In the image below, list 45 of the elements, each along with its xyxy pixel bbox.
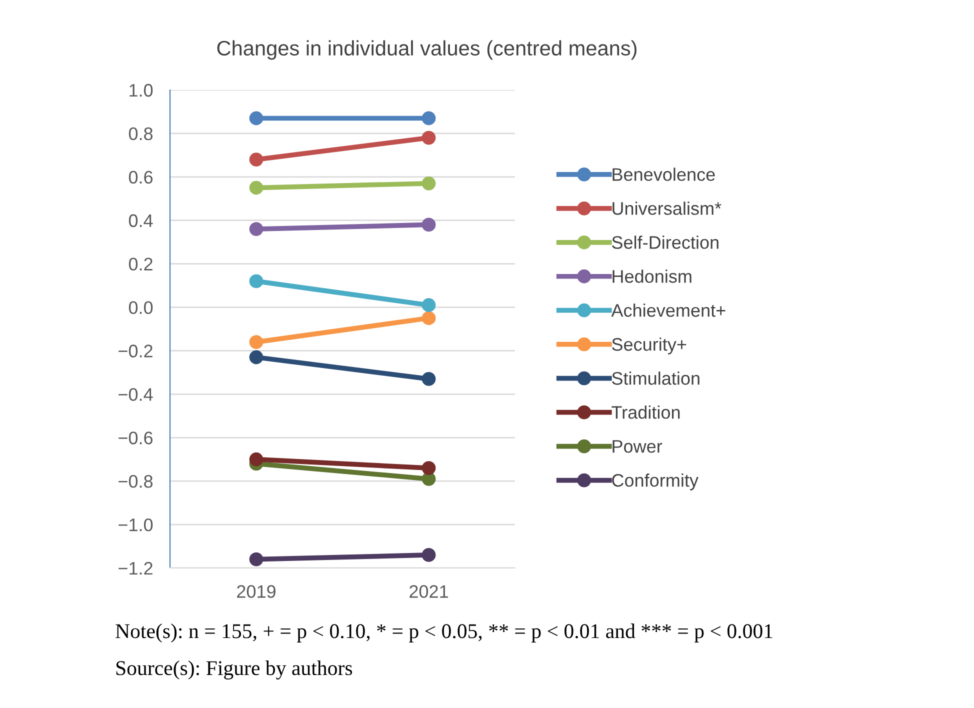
point — [422, 176, 436, 190]
y-tick-label: −0.4 — [118, 388, 153, 401]
point — [422, 298, 436, 312]
legend-label: Power — [612, 440, 662, 453]
legend-label: Achievement+ — [611, 304, 726, 317]
legend-label: Stimulation — [612, 372, 700, 385]
point — [422, 130, 436, 145]
legend-label: Security+ — [612, 338, 686, 354]
legend-label: Conformity — [612, 474, 698, 490]
point — [249, 274, 264, 288]
x-tick-label: 2021 — [410, 585, 448, 598]
point — [422, 311, 436, 326]
point — [249, 180, 264, 195]
source-note: Source(s): Figure by authors — [116, 660, 352, 680]
point — [249, 452, 264, 466]
point — [249, 111, 264, 126]
point — [249, 152, 264, 166]
chart-title: Changes in individual values (centred means) — [217, 40, 636, 60]
point — [249, 335, 264, 349]
point — [422, 372, 436, 386]
x-tick-label: 2019 — [237, 585, 276, 598]
point — [422, 461, 436, 475]
y-tick-label: −1.2 — [118, 562, 152, 575]
y-tick-label: 0.2 — [128, 258, 152, 271]
legend-label: Hedonism — [612, 270, 692, 283]
y-tick-label: −0.6 — [118, 432, 153, 444]
y-tick-label: −0.8 — [118, 475, 153, 488]
y-tick-label: 0.6 — [128, 170, 153, 184]
y-tick-label: 0.0 — [128, 301, 153, 314]
legend-label: Benevolence — [612, 168, 715, 181]
point — [249, 552, 264, 566]
y-tick-label: 0.8 — [128, 127, 153, 140]
text: Note(s): n = 155, + = p < 0.10, * = p < 0.05, ** = p < 0.01 and *** = p < 0.001 — [116, 624, 772, 642]
y-tick-label: −0.2 — [118, 344, 152, 358]
legend-label: Tradition — [612, 406, 680, 419]
legend-label: Self-Direction — [612, 236, 718, 249]
y-tick-label: 0.4 — [128, 214, 153, 228]
point — [249, 350, 264, 364]
point — [249, 222, 264, 236]
y-tick-label: −1.0 — [118, 518, 153, 532]
point — [422, 548, 436, 562]
point — [422, 218, 436, 232]
legend-label: Universalism* — [612, 202, 722, 215]
point — [422, 111, 436, 126]
y-tick-label: 1.0 — [130, 84, 153, 97]
